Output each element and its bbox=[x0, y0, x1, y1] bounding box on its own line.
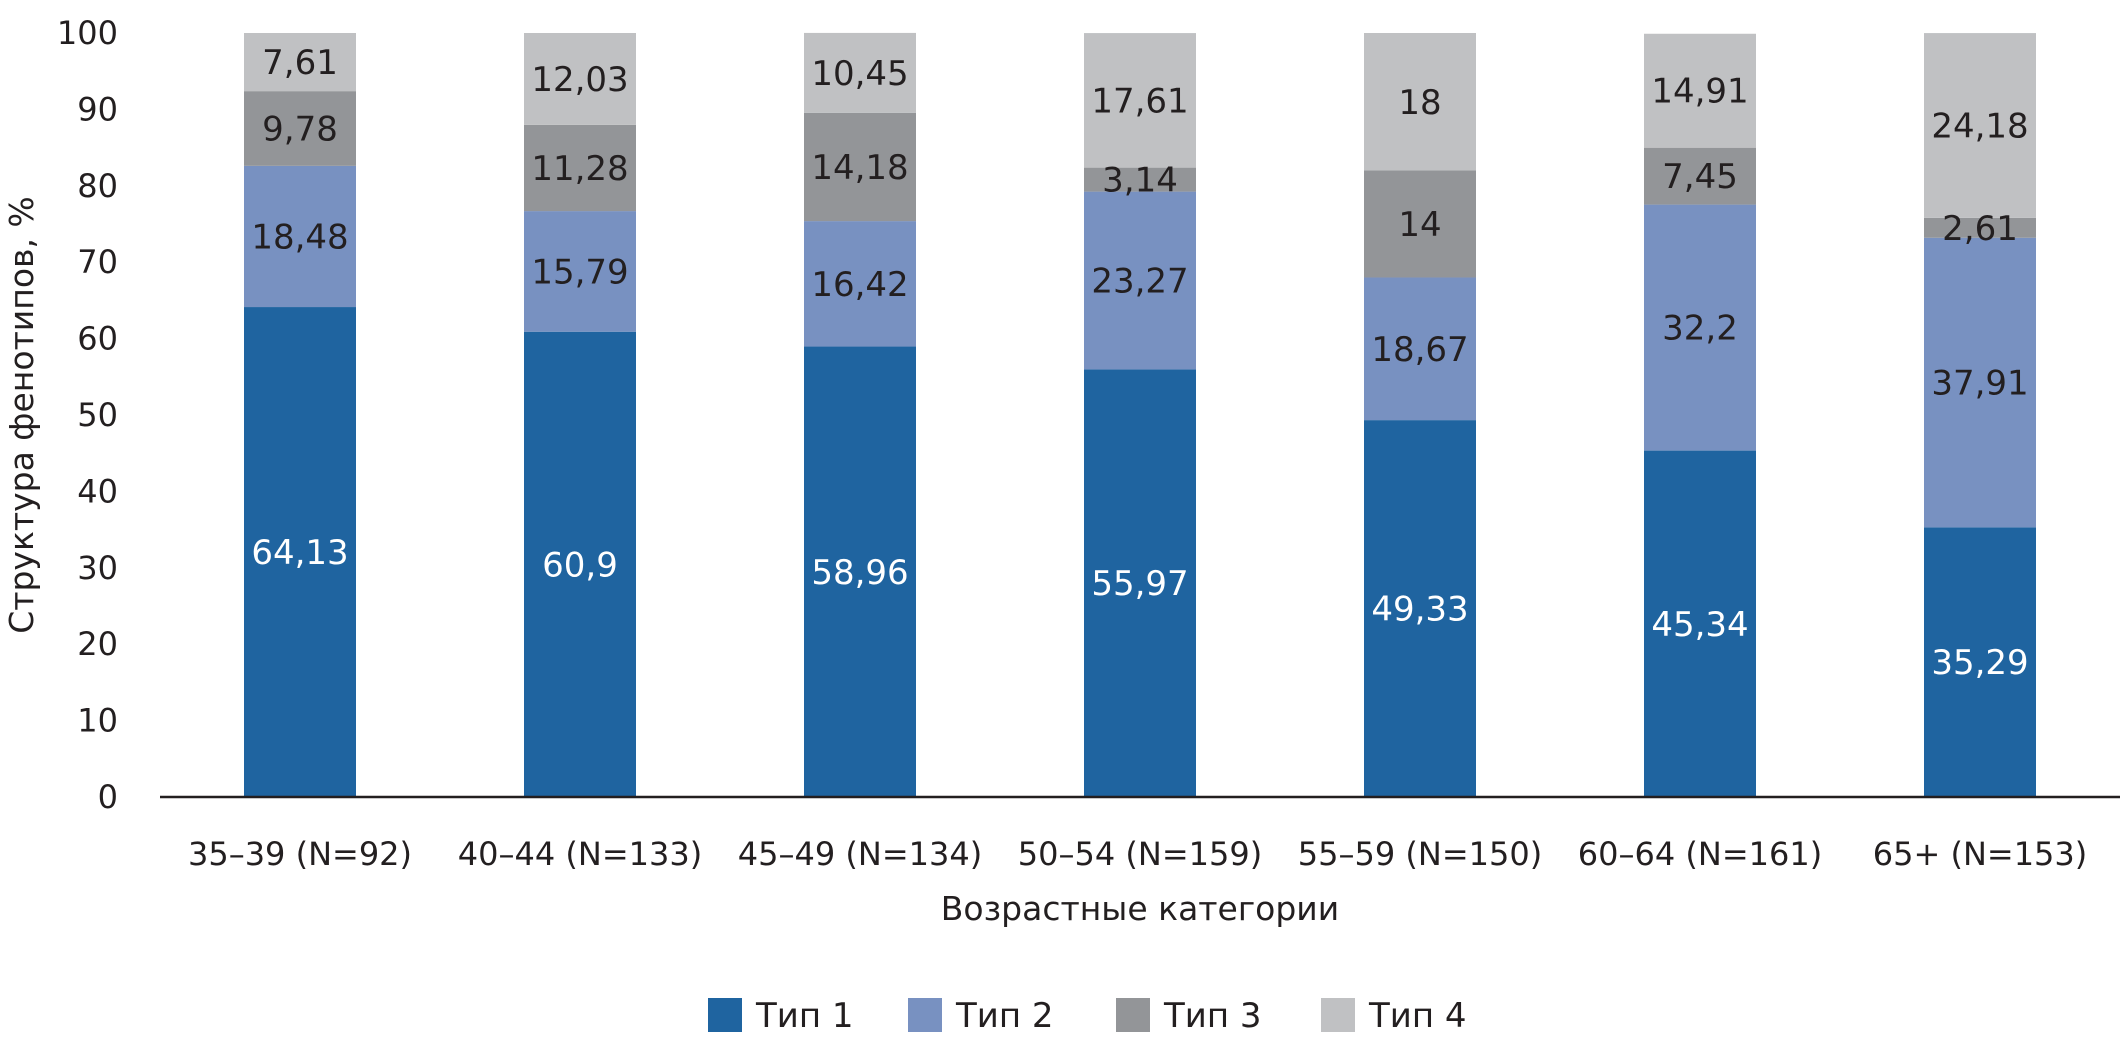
bar-segment-1 bbox=[1364, 420, 1476, 797]
legend-label: Тип 2 bbox=[955, 996, 1054, 1036]
bar-value-label: 12,03 bbox=[531, 60, 628, 100]
bar-value-label: 23,27 bbox=[1091, 261, 1188, 301]
legend-item: Тип 3 bbox=[1116, 996, 1262, 1036]
bar-value-label: 17,61 bbox=[1091, 81, 1188, 121]
bar-segment-1 bbox=[1084, 369, 1196, 797]
legend-item: Тип 4 bbox=[1321, 996, 1467, 1036]
bar-value-label: 10,45 bbox=[811, 54, 908, 94]
bar-value-label: 11,28 bbox=[531, 149, 628, 189]
bar-value-label: 24,18 bbox=[1931, 106, 2028, 146]
bar-segment-3 bbox=[1644, 147, 1756, 205]
bar-value-label: 35,29 bbox=[1931, 643, 2028, 683]
bar-segment-1 bbox=[524, 331, 636, 797]
bar-segment-4 bbox=[1644, 33, 1756, 148]
bar-value-label: 55,97 bbox=[1091, 564, 1188, 604]
legend-swatch bbox=[1116, 998, 1150, 1032]
legend-item: Тип 2 bbox=[908, 996, 1054, 1036]
x-category-label: 55–59 (N=150) bbox=[1298, 835, 1542, 873]
bar-value-label: 45,34 bbox=[1651, 605, 1748, 645]
x-axis-title: Возрастные категории bbox=[941, 889, 1339, 928]
bar-labels: 64,13 18,48 9,78 7,61 60,9 15,79 11,28 12,03 58,… bbox=[251, 43, 2028, 683]
y-tick-label: 30 bbox=[77, 549, 118, 587]
x-category-label: 35–39 (N=92) bbox=[188, 835, 412, 873]
x-category-label: 40–44 (N=133) bbox=[458, 835, 702, 873]
x-category-label: 45–49 (N=134) bbox=[738, 835, 982, 873]
bar-value-label: 18 bbox=[1398, 83, 1441, 123]
legend-swatch bbox=[1321, 998, 1355, 1032]
x-axis: 35–39 (N=92) 40–44 (N=133) 45–49 (N=134) 50… bbox=[188, 835, 2087, 873]
bar-value-label: 60,9 bbox=[542, 545, 618, 585]
legend-swatch bbox=[908, 998, 942, 1032]
bar-value-label: 14 bbox=[1398, 205, 1441, 245]
bar-value-label: 2,61 bbox=[1942, 209, 2018, 249]
bar-value-label: 16,42 bbox=[811, 265, 908, 305]
bar-value-label: 58,96 bbox=[811, 553, 908, 593]
bar-segment-3 bbox=[804, 112, 916, 222]
y-tick-label: 90 bbox=[77, 90, 118, 128]
x-category-label: 60–64 (N=161) bbox=[1578, 835, 1822, 873]
bar-segment-1 bbox=[1924, 527, 2036, 797]
y-tick-label: 0 bbox=[98, 778, 118, 816]
bar-segment-2 bbox=[524, 211, 636, 332]
bar-value-label: 64,13 bbox=[251, 533, 348, 573]
bar-segment-2 bbox=[804, 221, 916, 347]
bar-segment-2 bbox=[1644, 204, 1756, 451]
bar-value-label: 32,2 bbox=[1662, 309, 1738, 349]
bar-segment-4 bbox=[244, 33, 356, 92]
bar-value-label: 7,61 bbox=[262, 43, 338, 83]
y-tick-label: 10 bbox=[77, 702, 118, 740]
x-category-label: 65+ (N=153) bbox=[1873, 835, 2088, 873]
bar-segment-1 bbox=[1644, 450, 1756, 797]
y-tick-label: 100 bbox=[57, 14, 118, 52]
x-category-label: 50–54 (N=159) bbox=[1018, 835, 1262, 873]
bar-segment-4 bbox=[1924, 33, 2036, 218]
y-tick-label: 50 bbox=[77, 396, 118, 434]
y-tick-label: 70 bbox=[77, 243, 118, 281]
bar-value-label: 9,78 bbox=[262, 110, 338, 150]
bar-segment-4 bbox=[1084, 33, 1196, 168]
legend-swatch bbox=[708, 998, 742, 1032]
bar-segment-2 bbox=[1364, 277, 1476, 421]
bar-segment-2 bbox=[244, 165, 356, 308]
y-tick-label: 20 bbox=[77, 625, 118, 663]
bar-value-label: 37,91 bbox=[1931, 364, 2028, 404]
bar-segment-3 bbox=[524, 124, 636, 212]
bar-segment-3 bbox=[244, 91, 356, 166]
bar-segment-2 bbox=[1084, 191, 1196, 370]
bar-value-label: 7,45 bbox=[1662, 157, 1738, 197]
bar-value-label: 14,18 bbox=[811, 148, 908, 188]
bar-value-label: 15,79 bbox=[531, 252, 628, 292]
bar-segment-4 bbox=[1364, 33, 1476, 171]
legend-item: Тип 1 bbox=[708, 996, 854, 1036]
bar-segment-1 bbox=[244, 307, 356, 797]
legend-label: Тип 1 bbox=[755, 996, 854, 1036]
y-tick-label: 80 bbox=[77, 167, 118, 205]
bars bbox=[244, 32, 2036, 797]
bar-value-label: 3,14 bbox=[1102, 161, 1178, 201]
bar-segment-3 bbox=[1924, 217, 2036, 238]
legend-label: Тип 3 bbox=[1163, 996, 1262, 1036]
bar-segment-1 bbox=[804, 346, 916, 797]
legend-label: Тип 4 bbox=[1368, 996, 1467, 1036]
y-tick-label: 60 bbox=[77, 320, 118, 358]
bar-value-label: 18,67 bbox=[1371, 330, 1468, 370]
bar-segment-3 bbox=[1084, 167, 1196, 192]
bar-segment-4 bbox=[524, 33, 636, 125]
bar-segment-4 bbox=[804, 32, 916, 113]
bar-segment-3 bbox=[1364, 170, 1476, 278]
legend: Тип 1 Тип 2 Тип 3 Тип 4 bbox=[708, 996, 1467, 1036]
y-axis-title: Структура фенотипов, % bbox=[2, 196, 41, 634]
bar-value-label: 18,48 bbox=[251, 217, 348, 257]
bar-value-label: 49,33 bbox=[1371, 590, 1468, 630]
bar-segment-2 bbox=[1924, 237, 2036, 528]
bar-value-label: 14,91 bbox=[1651, 72, 1748, 112]
y-tick-label: 40 bbox=[77, 472, 118, 510]
y-axis: 0 10 20 30 40 50 60 70 80 90 100 bbox=[57, 14, 118, 816]
